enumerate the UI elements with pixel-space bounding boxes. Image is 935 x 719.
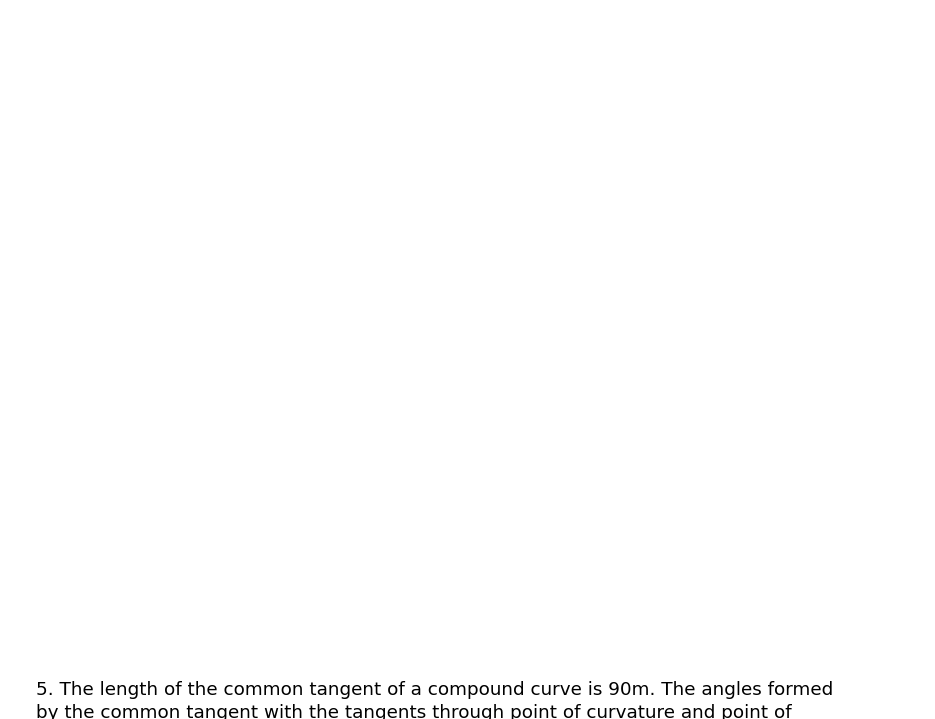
Text: 5. The length of the common tangent of a compound curve is 90m. The angles forme: 5. The length of the common tangent of a… — [36, 681, 833, 699]
Text: by the common tangent with the tangents through point of curvature and point of: by the common tangent with the tangents … — [36, 705, 792, 719]
